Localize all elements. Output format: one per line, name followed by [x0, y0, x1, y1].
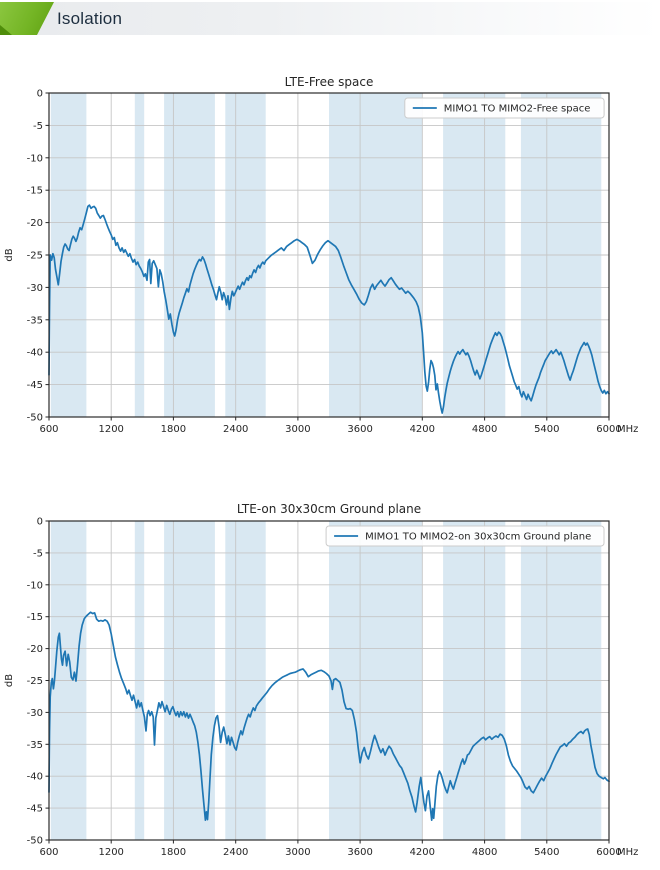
legend: MIMO1 TO MIMO2-Free space — [404, 97, 605, 119]
legend-label: MIMO1 TO MIMO2-Free space — [444, 104, 591, 115]
x-tick-label: 3000 — [285, 424, 310, 435]
x-tick-label: 5400 — [534, 847, 559, 858]
y-tick-label: -35 — [27, 740, 43, 751]
x-tick-label: 1800 — [161, 847, 186, 858]
x-tick-label: 3600 — [347, 424, 372, 435]
y-tick-label: -50 — [27, 836, 43, 847]
y-tick-label: -25 — [27, 251, 43, 262]
x-tick-label: 600 — [39, 424, 58, 435]
x-tick-label: 2400 — [223, 424, 248, 435]
x-tick-label: 600 — [39, 847, 58, 858]
y-tick-label: -35 — [27, 315, 43, 326]
chart-svg: 600 1200 1800 2400 3000 3600 4200 4800 5400 6000M… — [4, 502, 638, 858]
chart-title: LTE-on 30x30cm Ground plane — [237, 502, 421, 516]
x-tick-label: 6000 — [596, 424, 621, 435]
x-tick-label: 3600 — [347, 847, 372, 858]
y-tick-label: -10 — [27, 580, 43, 591]
legend-box — [404, 97, 605, 119]
y-axis-label: dB — [4, 674, 15, 687]
x-tick-label: 4200 — [410, 847, 435, 858]
slide-header: Isolation — [0, 2, 660, 35]
y-axis-label: dB — [4, 248, 15, 261]
y-tick-label: -10 — [27, 153, 43, 164]
chart-ground-plane: 600 1200 1800 2400 3000 3600 4200 4800 5400 6000 M… — [0, 483, 660, 870]
legend-box — [325, 525, 605, 547]
y-tick-label: -20 — [27, 218, 43, 229]
x-tick-label: 4800 — [472, 847, 497, 858]
y-tick-label: -45 — [27, 380, 43, 391]
y-tick-label: -5 — [33, 121, 43, 132]
x-tick-label: 5400 — [534, 424, 559, 435]
legend-label: MIMO1 TO MIMO2-on 30x30cm Ground plane — [365, 532, 591, 543]
y-tick-label: -40 — [27, 348, 43, 359]
y-tick-label: -50 — [27, 413, 43, 424]
y-tick-label: -30 — [27, 283, 43, 294]
x-tick-label: 1800 — [161, 424, 186, 435]
y-tick-label: -20 — [27, 644, 43, 655]
x-tick-label: 6000 — [596, 847, 621, 858]
x-tick-label: 4800 — [472, 424, 497, 435]
header-accent-dark-corner — [0, 25, 12, 35]
header-accent-shape — [0, 2, 54, 35]
x-tick-label: 3000 — [285, 847, 310, 858]
page-title: Isolation — [57, 9, 123, 28]
chart-title: LTE-Free space — [285, 75, 374, 89]
x-tick-label: 2400 — [223, 847, 248, 858]
data-line — [48, 204, 610, 414]
y-tick-label: 0 — [37, 89, 43, 100]
y-tick-label: -25 — [27, 676, 43, 687]
x-axis-unit: MHz — [617, 847, 638, 858]
y-tick-label: -5 — [33, 548, 43, 559]
x-tick-label: 1200 — [98, 424, 123, 435]
chart-svg: 600 1200 1800 2400 3000 3600 4200 4800 5400 6000M… — [4, 75, 638, 435]
data-line — [48, 611, 610, 822]
y-tick-label: -45 — [27, 804, 43, 815]
x-tick-label: 1200 — [98, 847, 123, 858]
y-tick-label: 0 — [37, 517, 43, 528]
x-tick-label: 4200 — [410, 424, 435, 435]
y-tick-label: -15 — [27, 186, 43, 197]
y-tick-label: -40 — [27, 772, 43, 783]
legend: MIMO1 TO MIMO2-on 30x30cm Ground plane — [325, 525, 605, 547]
x-axis-unit: MHz — [617, 424, 638, 435]
y-tick-label: -30 — [27, 708, 43, 719]
chart-free-space: 600 1200 1800 2400 3000 3600 4200 4800 5400 6000 M… — [0, 55, 660, 445]
y-tick-label: -15 — [27, 612, 43, 623]
